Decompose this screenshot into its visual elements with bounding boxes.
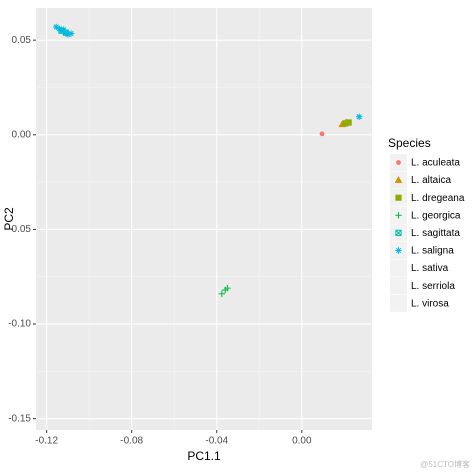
legend-label: L. serriola xyxy=(411,281,455,292)
y-tick-label: 0.00 xyxy=(12,129,32,140)
x-tick-label: -0.12 xyxy=(35,436,58,447)
point xyxy=(67,30,75,37)
y-tick-label: -0.05 xyxy=(8,224,31,235)
watermark: @51CTO博客 xyxy=(420,459,470,469)
legend-label: L. altaica xyxy=(411,175,451,186)
legend-symbol xyxy=(395,229,402,236)
legend-title: Species xyxy=(388,136,431,150)
point xyxy=(58,27,65,34)
point xyxy=(218,290,226,297)
point xyxy=(345,119,352,126)
y-tick-label: -0.10 xyxy=(8,319,31,330)
plot-panel xyxy=(36,8,372,430)
point xyxy=(60,26,67,33)
legend-label: L. georgica xyxy=(411,210,461,221)
point xyxy=(64,31,72,38)
legend-label: L. saligna xyxy=(411,246,454,257)
legend-symbol xyxy=(394,176,403,183)
y-axis-title: PC2 xyxy=(2,207,16,231)
x-axis-title: PC1.1 xyxy=(187,449,221,463)
legend-symbol xyxy=(395,247,402,254)
legend-symbol xyxy=(395,194,402,201)
point xyxy=(356,113,363,121)
y-tick-label: 0.05 xyxy=(12,35,32,46)
point xyxy=(53,23,60,31)
legend-key xyxy=(390,294,407,312)
legend-label: L. sagittata xyxy=(411,228,460,239)
legend-key xyxy=(390,259,407,277)
legend-symbol xyxy=(395,212,402,219)
x-tick-label: -0.08 xyxy=(120,436,143,447)
legend-key xyxy=(390,277,407,295)
x-tick-label: 0.00 xyxy=(292,436,312,447)
legend-label: L. sativa xyxy=(411,263,449,274)
point xyxy=(319,131,325,137)
legend-label: L. virosa xyxy=(411,298,449,309)
legend-symbol xyxy=(396,160,401,165)
legend-label: L. aculeata xyxy=(411,158,460,169)
point xyxy=(224,284,231,292)
legend-label: L. dregeana xyxy=(411,193,465,204)
x-tick-label: -0.04 xyxy=(205,436,228,447)
y-tick-label: -0.15 xyxy=(8,413,31,424)
